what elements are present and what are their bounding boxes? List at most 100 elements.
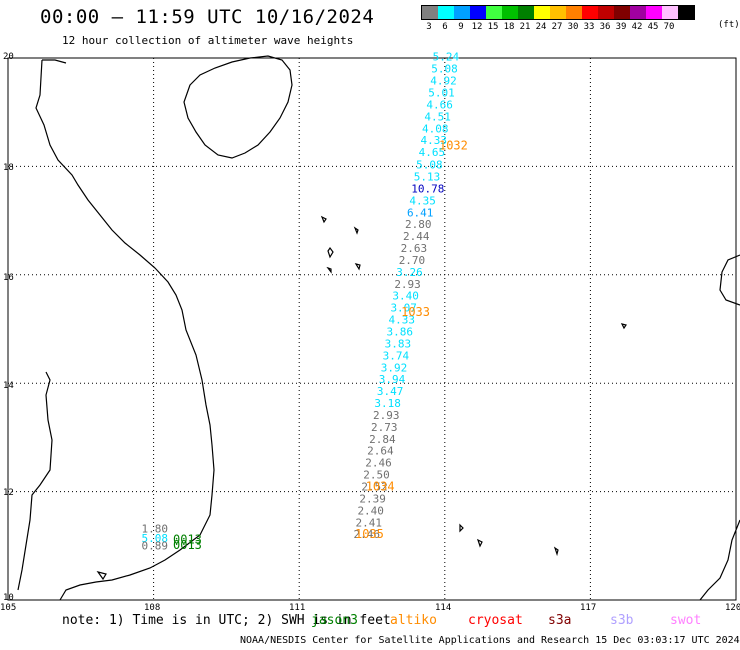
pass-time-label: 0013	[173, 533, 202, 547]
legend-unit: (ft)	[718, 20, 740, 30]
legend-swatch	[502, 6, 518, 19]
islet	[96, 571, 107, 581]
paracel-islet	[327, 246, 334, 259]
paracel-islet	[354, 263, 361, 271]
wave-height-value: 2.80	[405, 218, 432, 231]
wave-height-value: 4.92	[430, 75, 457, 88]
wave-height-value: 2.40	[357, 504, 384, 517]
paracel-islet	[320, 215, 327, 224]
lat-label-20: 20	[3, 52, 14, 62]
sat-swot: swot	[670, 613, 702, 628]
legend-swatch	[662, 6, 678, 19]
legend-swatch-label: 9	[458, 22, 464, 32]
wave-height-value: 4.33	[389, 314, 416, 327]
legend-swatch-label: 15	[487, 22, 499, 32]
legend-swatch	[630, 6, 646, 19]
sat-s3b: s3b	[610, 613, 634, 628]
wave-height-value: 5.08	[141, 532, 168, 545]
pass-time-label: 1032	[439, 139, 468, 153]
wave-height-value: 3.94	[379, 373, 406, 386]
wave-height-value: 2.52	[361, 481, 388, 494]
legend-swatch	[678, 6, 694, 19]
islet	[553, 546, 559, 557]
legend-swatch	[614, 6, 630, 19]
islet	[620, 323, 627, 330]
wave-height-value: 5.24	[433, 51, 460, 64]
wave-height-value: 4.66	[426, 98, 453, 111]
wave-height-value: 2.39	[359, 492, 386, 505]
lon-label-111: 111	[289, 603, 306, 613]
legend-swatch	[582, 6, 598, 19]
wave-height-value: 5.13	[414, 170, 441, 183]
legend-swatch-label: 39	[615, 22, 627, 32]
legend-swatch	[518, 6, 534, 19]
lon-label-117: 117	[580, 603, 597, 613]
legend-swatch	[422, 6, 438, 19]
lon-label-120: 120	[725, 603, 740, 613]
legend-swatch-label: 33	[583, 22, 595, 32]
legend-swatch-label: 18	[503, 22, 515, 32]
legend-swatch-label: 45	[647, 22, 659, 32]
color-legend: 3 6 9 12 15 18 21 24 27 30 33 36 39 42 45 70	[421, 5, 695, 32]
legend-swatch	[646, 6, 662, 19]
wave-height-value: 2.41	[355, 516, 382, 529]
legend-swatch	[454, 6, 470, 19]
lon-label-114: 114	[435, 603, 452, 613]
lon-label-105: 105	[0, 603, 17, 613]
philippines-coast	[719, 254, 740, 306]
wave-height-observations: 5.245.084.925.014.664.514.084.334.655.08…	[141, 51, 459, 553]
legend-swatch-label: 3	[426, 22, 432, 32]
legend-swatch	[438, 6, 454, 19]
wave-height-value: 3.26	[396, 266, 423, 279]
legend-swatch-label: 24	[535, 22, 547, 32]
pass-time-label: 1034	[366, 480, 395, 494]
wave-height-value: 4.35	[409, 194, 436, 207]
wave-height-value: 3.92	[381, 361, 408, 374]
wave-height-value: 2.63	[401, 242, 428, 255]
wave-height-value: 2.93	[394, 278, 421, 291]
west-coast-fragment	[17, 371, 53, 591]
wave-height-value: 0.89	[141, 540, 168, 553]
lat-label-16: 16	[3, 273, 14, 283]
legend-swatch	[550, 6, 566, 19]
wave-height-value: 3.86	[387, 326, 414, 339]
legend-swatch	[598, 6, 614, 19]
legend-swatch-label: 21	[519, 22, 531, 32]
wave-height-value: 5.08	[431, 63, 458, 76]
pass-time-label: 1033	[401, 305, 430, 319]
lon-label-108: 108	[144, 603, 161, 613]
wave-height-value: 2.93	[373, 409, 400, 422]
paracel-islet	[353, 226, 359, 235]
legend-swatch-label: 36	[599, 22, 611, 32]
islet	[476, 538, 483, 548]
wave-height-value: 2.70	[399, 254, 426, 267]
lat-label-10: 10	[3, 593, 14, 603]
legend-swatch-label: 6	[442, 22, 448, 32]
legend-swatch-label: 42	[631, 22, 643, 32]
credit-line: NOAA/NESDIS Center for Satellite Applica…	[240, 635, 740, 646]
legend-swatch	[534, 6, 550, 19]
legend-swatch-label: 27	[551, 22, 563, 32]
map-subtitle: 12 hour collection of altimeter wave hei…	[62, 34, 354, 47]
wave-height-value: 2.46	[365, 457, 392, 470]
philippines-coast	[699, 519, 740, 601]
wave-height-value: 6.41	[407, 206, 434, 219]
wave-height-value: 2.64	[367, 445, 394, 458]
wave-height-value: 3.74	[383, 349, 410, 362]
sat-cryosat: cryosat	[468, 613, 523, 628]
coastline	[17, 55, 740, 601]
islet	[459, 523, 464, 533]
hainan-island	[183, 55, 293, 159]
legend-swatch	[486, 6, 502, 19]
vietnam-coastline	[35, 59, 215, 601]
wave-height-value: 2.46	[354, 528, 381, 541]
wave-height-value: 10.78	[411, 182, 444, 195]
legend-swatch	[470, 6, 486, 19]
wave-height-value: 4.08	[422, 122, 449, 135]
sat-jason3: jason3	[311, 613, 358, 628]
legend-swatch	[566, 6, 582, 19]
pass-time-label: 1035	[355, 527, 384, 541]
legend-swatch-label: 70	[663, 22, 675, 32]
